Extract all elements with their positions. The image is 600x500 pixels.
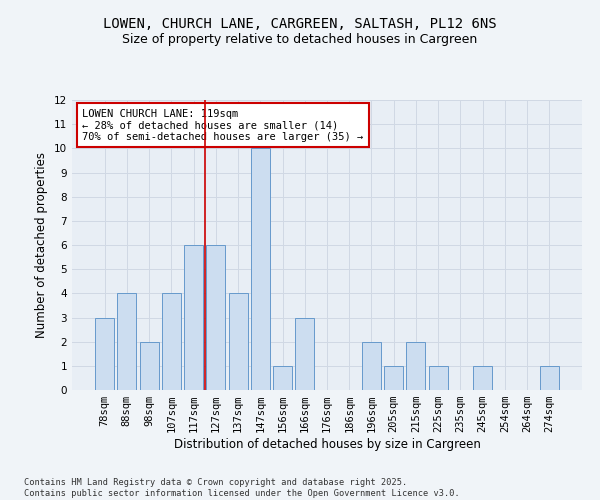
- Bar: [295, 318, 314, 390]
- Bar: [473, 366, 492, 390]
- Bar: [162, 294, 181, 390]
- Bar: [406, 342, 425, 390]
- Bar: [206, 245, 225, 390]
- Text: LOWEN CHURCH LANE: 119sqm
← 28% of detached houses are smaller (14)
70% of semi-: LOWEN CHURCH LANE: 119sqm ← 28% of detac…: [82, 108, 364, 142]
- Bar: [229, 294, 248, 390]
- Text: Size of property relative to detached houses in Cargreen: Size of property relative to detached ho…: [122, 32, 478, 46]
- Bar: [362, 342, 381, 390]
- Bar: [184, 245, 203, 390]
- Y-axis label: Number of detached properties: Number of detached properties: [35, 152, 49, 338]
- Bar: [429, 366, 448, 390]
- Text: LOWEN, CHURCH LANE, CARGREEN, SALTASH, PL12 6NS: LOWEN, CHURCH LANE, CARGREEN, SALTASH, P…: [103, 18, 497, 32]
- Bar: [251, 148, 270, 390]
- Bar: [118, 294, 136, 390]
- Bar: [273, 366, 292, 390]
- Bar: [140, 342, 158, 390]
- Bar: [384, 366, 403, 390]
- X-axis label: Distribution of detached houses by size in Cargreen: Distribution of detached houses by size …: [173, 438, 481, 451]
- Bar: [540, 366, 559, 390]
- Text: Contains HM Land Registry data © Crown copyright and database right 2025.
Contai: Contains HM Land Registry data © Crown c…: [24, 478, 460, 498]
- Bar: [95, 318, 114, 390]
